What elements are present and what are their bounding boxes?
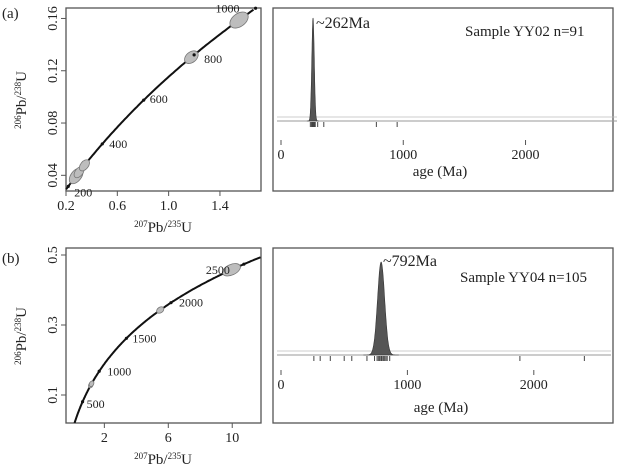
age-label-b: 2000 xyxy=(179,296,203,310)
y-tick-label-b: 0.1 xyxy=(46,386,61,404)
x-sup2-a: 235 xyxy=(168,219,182,229)
age-tick-a xyxy=(66,184,70,189)
y-sup2-a: 238 xyxy=(13,81,23,95)
y-axis-label-a: 206Pb/238U xyxy=(13,71,30,129)
y-sup2-b: 238 xyxy=(13,317,23,331)
age-label-a: 200 xyxy=(74,185,92,199)
distribution-a-marks: 0 1000 2000 xyxy=(277,17,617,163)
analysis-ellipse-b xyxy=(156,306,165,314)
age-label-a: 400 xyxy=(109,137,127,151)
age-tick-b xyxy=(80,400,85,404)
x-end-b: U xyxy=(181,452,192,468)
x-tick-label-b: 2000 xyxy=(520,378,548,393)
age-label-b: 1000 xyxy=(107,364,131,378)
age-tick-a xyxy=(100,142,104,146)
y-main-a: Pb/ xyxy=(14,95,30,116)
y-tick-label-a: 0.12 xyxy=(46,58,61,83)
x-tick-label-b: 1000 xyxy=(393,378,421,393)
x-end-a: U xyxy=(181,220,192,236)
y-main-b: Pb/ xyxy=(14,331,30,352)
x-axis-label-b: 207Pb/235U xyxy=(134,451,192,468)
x-tick-label-a: 0.6 xyxy=(109,199,127,214)
x-sup1-b: 207 xyxy=(134,451,148,461)
distribution-frame-b xyxy=(272,247,614,424)
x-tick-label-a: 0 xyxy=(278,148,285,163)
age-tick-b xyxy=(124,336,129,340)
age-tick-b xyxy=(242,262,246,266)
x-tick-label-b: 6 xyxy=(165,431,172,446)
age-label-a: 800 xyxy=(204,52,222,66)
concordia-frame-b xyxy=(65,247,262,424)
age-tick-b xyxy=(169,301,173,305)
concordia-plot-a: 0.2 0.6 1.0 1.4 0.04 0.08 0.12 0.16 200 400 600 800… xyxy=(13,1,262,236)
age-label-b: 1500 xyxy=(132,331,156,345)
analysis-ellipse-a xyxy=(78,159,90,172)
analysis-ellipse-b xyxy=(88,380,95,387)
age-tick-a xyxy=(142,98,146,102)
x-main-b: Pb/ xyxy=(148,452,169,468)
x-sup2-b: 235 xyxy=(168,451,182,461)
x-tick-label-b: 2 xyxy=(101,431,108,446)
x-main-a: Pb/ xyxy=(148,220,169,236)
age-tick-a xyxy=(192,53,196,57)
x-tick-label-b: 10 xyxy=(225,431,239,446)
age-tick-b xyxy=(97,369,101,373)
age-label-a: 600 xyxy=(150,92,168,106)
x-tick-label-a: 1000 xyxy=(389,148,417,163)
panel-label-a: (a) xyxy=(2,6,19,22)
age-distribution-plot-b: 0 1000 2000 ~792Ma Sample YY04 n=105 age (… xyxy=(272,247,614,424)
age-label-b: 500 xyxy=(87,397,105,411)
age-tick-a xyxy=(253,6,258,10)
concordia-a-marks: 0.2 0.6 1.0 1.4 0.04 0.08 0.12 0.16 200 400 600 800… xyxy=(46,1,258,214)
distribution-b-marks: 0 1000 2000 xyxy=(277,261,611,393)
y-axis-label-b: 206Pb/238U xyxy=(13,307,30,365)
y-end-b: U xyxy=(14,307,30,318)
sample-label-b: Sample YY04 n=105 xyxy=(460,270,587,286)
concordia-b-marks: 2 6 10 0.1 0.3 0.5 500 1000 1500 2000 2500 xyxy=(46,246,261,446)
x-sup1-a: 207 xyxy=(134,219,148,229)
x-tick-label-a: 0.2 xyxy=(57,199,75,214)
y-tick-label-a: 0.16 xyxy=(46,6,61,31)
distribution-frame-a xyxy=(272,7,614,192)
peak-annotation-b: ~792Ma xyxy=(383,253,437,270)
x-axis-label-hist-b: age (Ma) xyxy=(414,400,469,416)
x-tick-label-a: 1.4 xyxy=(211,199,229,214)
density-peak-a xyxy=(306,17,320,122)
x-tick-label-a: 2000 xyxy=(512,148,540,163)
y-tick-label-b: 0.5 xyxy=(46,246,61,264)
x-axis-label-a: 207Pb/235U xyxy=(134,219,192,236)
age-label-b: 2500 xyxy=(206,263,230,277)
y-end-a: U xyxy=(14,71,30,82)
y-tick-label-a: 0.04 xyxy=(46,163,61,188)
panel-label-b: (b) xyxy=(2,251,20,267)
y-tick-label-a: 0.08 xyxy=(46,111,61,135)
age-label-a: 1000 xyxy=(216,1,240,15)
peak-annotation-a: ~262Ma xyxy=(316,15,370,32)
x-tick-label-b: 0 xyxy=(278,378,285,393)
density-peak-b xyxy=(363,261,399,356)
x-tick-label-a: 1.0 xyxy=(160,199,178,214)
concordia-curve-b xyxy=(73,256,261,424)
y-sup1-a: 206 xyxy=(13,115,23,129)
sample-label-a: Sample YY02 n=91 xyxy=(465,24,585,40)
analysis-ellipse-a xyxy=(229,11,249,29)
age-distribution-plot-a: 0 1000 2000 ~262Ma Sample YY02 n=91 age (M… xyxy=(272,7,617,192)
concordia-frame-a xyxy=(65,7,262,192)
y-tick-label-b: 0.3 xyxy=(46,316,61,334)
analysis-ellipse-b xyxy=(222,263,241,277)
x-axis-label-hist-a: age (Ma) xyxy=(413,164,468,180)
y-sup1-b: 206 xyxy=(13,351,23,365)
